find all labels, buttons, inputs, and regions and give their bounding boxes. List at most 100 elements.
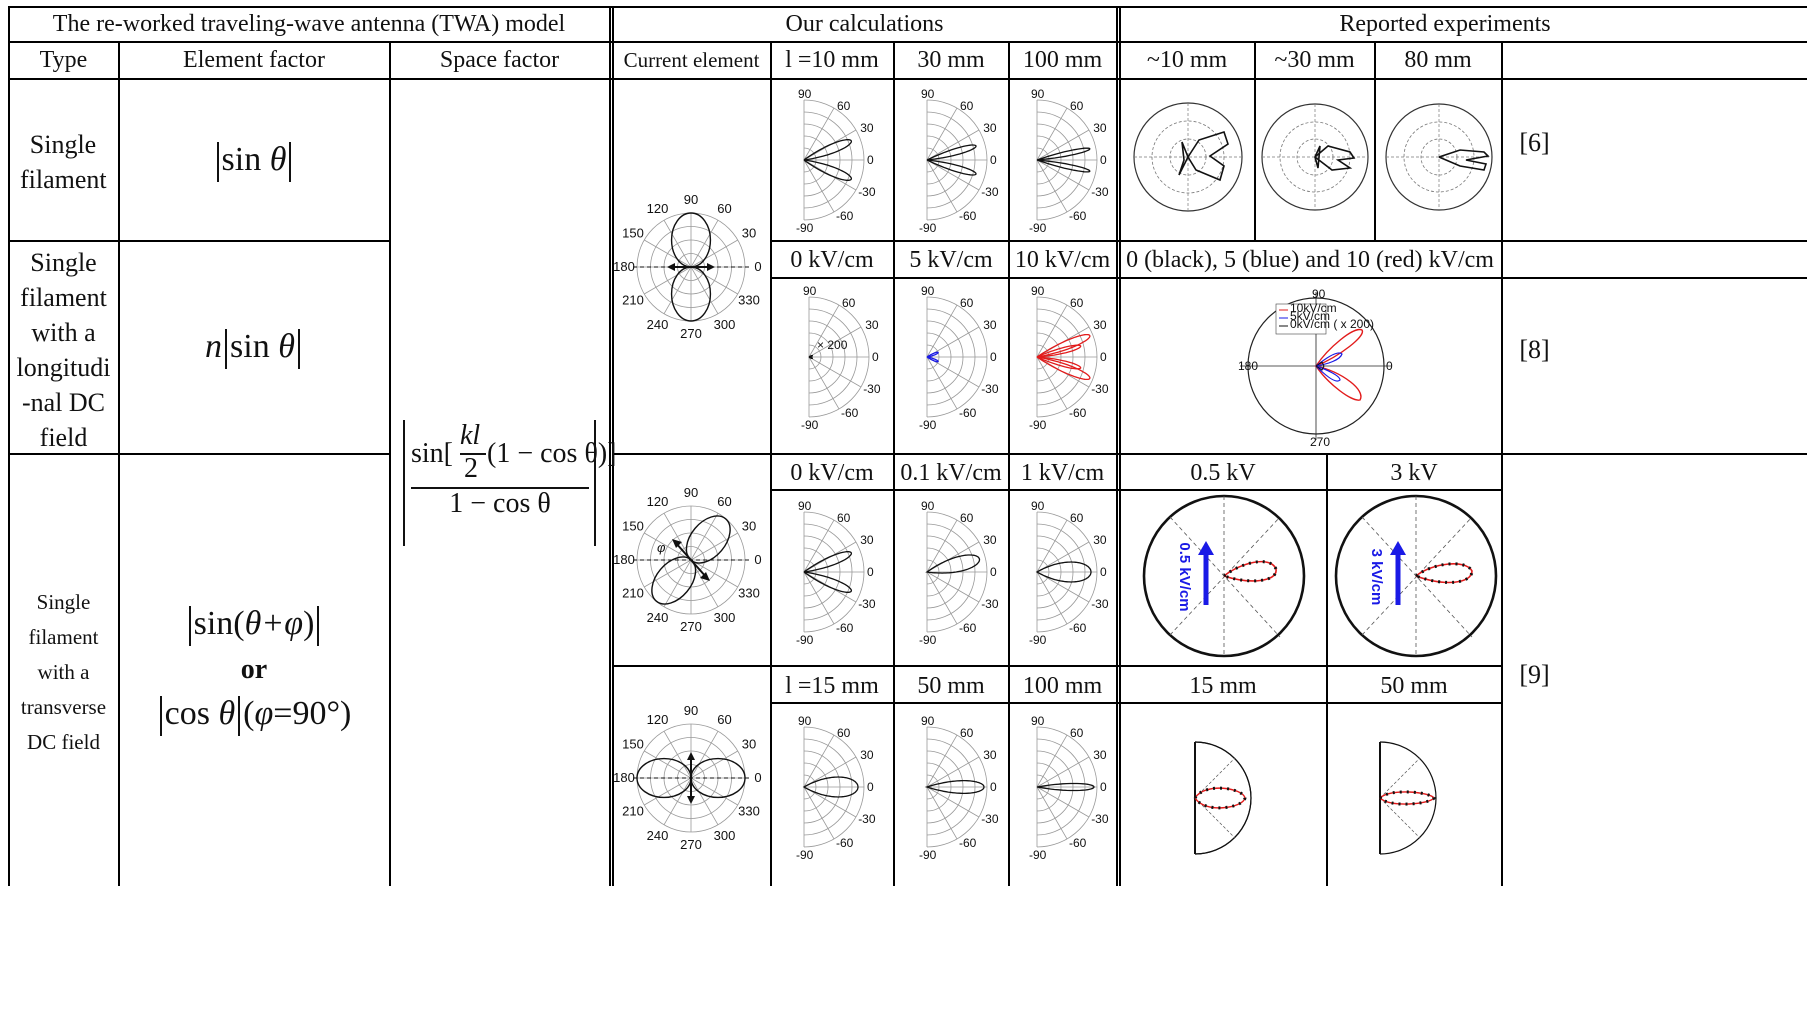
polar-tick-label: 270 — [680, 326, 702, 341]
table-line — [612, 453, 1807, 455]
polar-tick-label: 30 — [742, 737, 756, 752]
polar-tick-label: -60 — [959, 209, 977, 223]
table-line — [770, 489, 1502, 491]
polar-tick-label: 300 — [714, 317, 736, 332]
polar-tick-label: 90 — [921, 715, 935, 728]
polar-tick-label: 90 — [798, 715, 812, 728]
polar-calc-r4-c1: 90 60 30 0 -30 -60 -90 — [790, 715, 892, 863]
polar-tick-label: 210 — [622, 804, 644, 819]
row2-calc-label-1: 5 kV/cm — [909, 247, 993, 273]
polar-lobe — [926, 159, 977, 176]
table-line — [389, 41, 391, 886]
polar-lobe — [1035, 561, 1092, 583]
polar-tick-label: 30 — [1093, 121, 1107, 135]
polar-tick-label: 90 — [803, 285, 817, 298]
polar-tick-label: 90 — [684, 488, 698, 500]
polar-tick-label: 0 — [1100, 565, 1107, 579]
table-line — [770, 702, 1502, 704]
polar-tick-label: -30 — [1091, 812, 1109, 826]
polar-tick-label: 60 — [1070, 99, 1084, 113]
polar-tick-label: 0 — [990, 780, 997, 794]
polar-tick-label: 90 — [1031, 88, 1045, 101]
polar-tick-label: -90 — [1029, 221, 1047, 235]
polar-tick-label: 0 — [867, 565, 874, 579]
polar-tick-label: 60 — [837, 99, 851, 113]
header-experiments: Reported experiments — [1339, 11, 1551, 37]
table-line — [1116, 6, 1118, 886]
polar-tick-label: -60 — [836, 621, 854, 635]
table-line — [1254, 41, 1256, 240]
svg-text:90: 90 — [1312, 288, 1326, 301]
exp-polar-r4-c2 — [1360, 712, 1480, 887]
row2-type: Single filament with a longitudi -nal DC… — [16, 248, 111, 452]
polar-tick-label: 0 — [1100, 350, 1107, 364]
polar-tick-label: 90 — [921, 88, 935, 101]
polar-tick-label: 0 — [867, 780, 874, 794]
row3-element-factor-1: sin(θ+φ) — [119, 604, 389, 647]
polar-tick-label: 60 — [837, 511, 851, 525]
space-factor-formula: sin[ kl 2 (1 − cos θ)] 1 − cos θ — [403, 420, 617, 546]
subheader-type: Type — [39, 47, 88, 73]
header-calculations: Our calculations — [785, 11, 944, 37]
polar-tick-label: -60 — [1069, 406, 1087, 420]
ref-8: [8] — [1519, 335, 1550, 364]
polar-tick-label: 60 — [960, 511, 974, 525]
row4-exp-label-0: 15 mm — [1189, 673, 1257, 699]
row1-type: Single filament — [20, 130, 107, 194]
polar-tick-label: 240 — [647, 610, 669, 625]
polar-tick-label: 60 — [837, 726, 851, 740]
table-line — [770, 41, 772, 886]
polar-lobe — [1036, 782, 1095, 792]
row4-calc-label-0: l =15 mm — [785, 673, 879, 699]
polar-tick-label: 90 — [798, 88, 812, 101]
polar-calc-r3-c1: 90 60 30 0 -30 -60 -90 — [790, 500, 892, 648]
polar-tick-label: 210 — [622, 293, 644, 308]
table-line — [1326, 453, 1328, 886]
polar-tick-label: -30 — [981, 812, 999, 826]
table-line — [8, 78, 1807, 80]
polar-calc-r1-c3: 90 60 30 0 -30 -60 -90 — [1023, 88, 1125, 236]
polar-current-r4: 90 60 30 0 330 300 270 240 210 180 150 120 — [614, 706, 768, 866]
polar-tick-label: -60 — [959, 836, 977, 850]
row3-exp-label-1: 3 kV — [1390, 460, 1438, 486]
row2-exp-label: 0 (black), 5 (blue) and 10 (red) kV/cm — [1126, 247, 1494, 273]
table-line — [1501, 41, 1503, 886]
polar-tick-label: 0 — [867, 153, 874, 167]
polar-tick-label: 330 — [738, 586, 760, 601]
subheader-exp-10mm: ~10 mm — [1146, 47, 1228, 73]
polar-tick-label: -90 — [801, 418, 819, 432]
polar-tick-label: 300 — [714, 828, 736, 843]
phi-label: φ — [657, 540, 666, 555]
table-line — [118, 41, 120, 886]
row2-calc-label-2: 10 kV/cm — [1014, 247, 1111, 273]
polar-tick-label: 0 — [754, 552, 761, 567]
polar-current-r12: 90 60 30 0 330 300 270 240 210 180 150 120 — [614, 195, 768, 355]
polar-calc-r1-c2: 90 60 30 0 -30 -60 -90 — [913, 88, 1015, 236]
svg-text:5kV/cm: 5kV/cm — [1290, 309, 1330, 323]
polar-tick-label: 60 — [960, 296, 974, 310]
row1-element-factor: sin θ — [119, 140, 389, 183]
polar-lobe — [1036, 147, 1091, 161]
polar-tick-label: 150 — [622, 737, 644, 752]
svg-text:180: 180 — [1238, 359, 1258, 373]
svg-text:10kV/cm: 10kV/cm — [1290, 301, 1337, 315]
polar-tick-label: 30 — [1093, 748, 1107, 762]
svg-text:0kV/cm ( x 200): 0kV/cm ( x 200) — [1290, 317, 1374, 331]
polar-tick-label: -90 — [919, 221, 937, 235]
polar-tick-label: 60 — [960, 726, 974, 740]
polar-tick-label: 30 — [860, 121, 874, 135]
polar-tick-label: 30 — [742, 519, 756, 534]
polar-calc-r2-c2: 90 60 30 0 -30 -60 -90 — [913, 285, 1015, 433]
polar-lobe — [926, 351, 939, 358]
polar-tick-label: 150 — [622, 519, 644, 534]
svg-text:0: 0 — [1386, 359, 1393, 373]
polar-tick-label: 60 — [1070, 296, 1084, 310]
svg-text:0.5 kV/cm: 0.5 kV/cm — [1176, 542, 1193, 611]
polar-tick-label: 330 — [738, 804, 760, 819]
polar-tick-label: -30 — [858, 597, 876, 611]
polar-tick-label: 30 — [865, 318, 879, 332]
header-model: The re-worked traveling-wave antenna (TW… — [52, 11, 566, 37]
polar-lobe — [925, 554, 981, 574]
polar-tick-label: -90 — [796, 221, 814, 235]
table-line — [1119, 6, 1121, 886]
